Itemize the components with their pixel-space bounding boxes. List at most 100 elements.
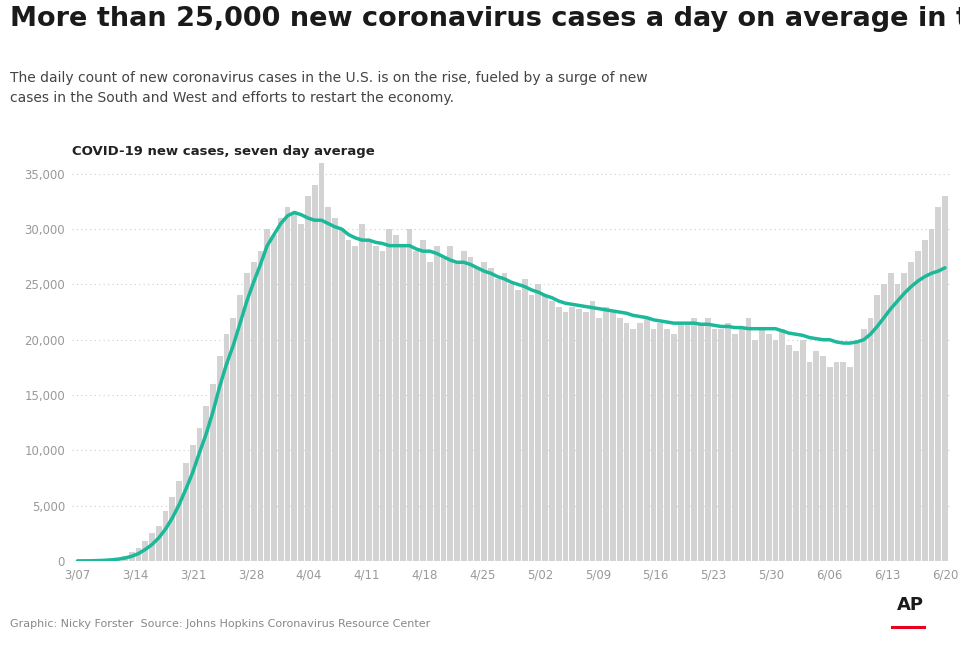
Bar bbox=[352, 246, 358, 561]
Bar bbox=[332, 218, 338, 561]
Bar bbox=[637, 323, 643, 561]
Bar bbox=[162, 511, 168, 561]
Bar bbox=[183, 462, 189, 561]
Bar bbox=[325, 207, 331, 561]
Bar bbox=[848, 368, 853, 561]
Bar bbox=[603, 306, 609, 561]
Bar bbox=[576, 309, 582, 561]
Bar bbox=[746, 317, 752, 561]
Bar bbox=[868, 317, 874, 561]
Bar bbox=[481, 263, 487, 561]
Bar bbox=[589, 301, 595, 561]
Bar bbox=[536, 284, 541, 561]
Bar bbox=[684, 323, 690, 561]
Bar bbox=[529, 295, 535, 561]
Bar bbox=[780, 329, 785, 561]
Bar bbox=[372, 246, 378, 561]
Bar bbox=[494, 279, 500, 561]
Bar bbox=[447, 246, 453, 561]
Text: AP: AP bbox=[897, 596, 924, 614]
Bar bbox=[888, 273, 894, 561]
Bar bbox=[501, 273, 507, 561]
Bar bbox=[773, 340, 779, 561]
Bar bbox=[508, 284, 515, 561]
Bar bbox=[631, 329, 636, 561]
Bar bbox=[800, 340, 805, 561]
Bar bbox=[813, 351, 819, 561]
Bar bbox=[379, 251, 385, 561]
Bar bbox=[108, 559, 114, 561]
Bar bbox=[875, 295, 880, 561]
Bar bbox=[583, 312, 588, 561]
Text: More than 25,000 new coronavirus cases a day on average in the US: More than 25,000 new coronavirus cases a… bbox=[10, 6, 960, 32]
Bar bbox=[651, 329, 657, 561]
Bar bbox=[793, 351, 799, 561]
Bar bbox=[299, 224, 304, 561]
Bar bbox=[210, 384, 216, 561]
Bar bbox=[197, 428, 203, 561]
Bar bbox=[806, 362, 812, 561]
Bar bbox=[359, 224, 365, 561]
Bar bbox=[305, 196, 311, 561]
Bar bbox=[271, 235, 276, 561]
Bar bbox=[759, 329, 765, 561]
Bar bbox=[204, 406, 209, 561]
Bar bbox=[149, 533, 155, 561]
Bar bbox=[264, 229, 270, 561]
Text: COVID-19 new cases, seven day average: COVID-19 new cases, seven day average bbox=[72, 145, 374, 158]
Bar bbox=[766, 334, 772, 561]
Bar bbox=[230, 317, 236, 561]
Bar bbox=[935, 207, 941, 561]
Bar bbox=[725, 323, 731, 561]
Bar bbox=[664, 329, 670, 561]
Bar bbox=[177, 481, 182, 561]
Bar bbox=[319, 163, 324, 561]
Bar bbox=[190, 445, 196, 561]
Bar bbox=[257, 251, 263, 561]
Bar bbox=[339, 229, 345, 561]
Bar bbox=[454, 263, 460, 561]
Bar bbox=[312, 184, 318, 561]
Bar bbox=[115, 558, 121, 561]
Bar bbox=[610, 312, 615, 561]
Bar bbox=[441, 257, 446, 561]
Bar bbox=[488, 268, 493, 561]
Bar bbox=[698, 323, 704, 561]
Bar bbox=[516, 290, 521, 561]
Bar bbox=[420, 240, 426, 561]
Bar bbox=[292, 212, 298, 561]
Bar bbox=[671, 334, 677, 561]
Bar bbox=[122, 555, 128, 561]
Bar bbox=[556, 306, 562, 561]
Bar bbox=[942, 196, 948, 561]
Bar bbox=[244, 273, 250, 561]
Bar bbox=[616, 317, 622, 561]
Bar bbox=[407, 229, 413, 561]
Bar bbox=[596, 317, 602, 561]
Text: The daily count of new coronavirus cases in the U.S. is on the rise, fueled by a: The daily count of new coronavirus cases… bbox=[10, 72, 647, 105]
Bar bbox=[881, 284, 887, 561]
Bar bbox=[474, 268, 480, 561]
Bar bbox=[901, 273, 907, 561]
Bar bbox=[434, 246, 440, 561]
Bar bbox=[833, 362, 839, 561]
Bar bbox=[718, 329, 724, 561]
Bar bbox=[861, 329, 867, 561]
Bar bbox=[922, 240, 927, 561]
Bar bbox=[624, 323, 630, 561]
Bar bbox=[827, 368, 832, 561]
Bar bbox=[461, 251, 467, 561]
Bar bbox=[644, 317, 650, 561]
Bar bbox=[549, 301, 555, 561]
Bar bbox=[786, 345, 792, 561]
Bar bbox=[169, 497, 175, 561]
Bar bbox=[820, 356, 826, 561]
Bar bbox=[563, 312, 568, 561]
Bar bbox=[277, 218, 283, 561]
Bar bbox=[237, 295, 243, 561]
Bar bbox=[346, 240, 351, 561]
Bar bbox=[468, 257, 473, 561]
Bar bbox=[542, 295, 548, 561]
Bar bbox=[915, 251, 921, 561]
Bar bbox=[711, 329, 717, 561]
